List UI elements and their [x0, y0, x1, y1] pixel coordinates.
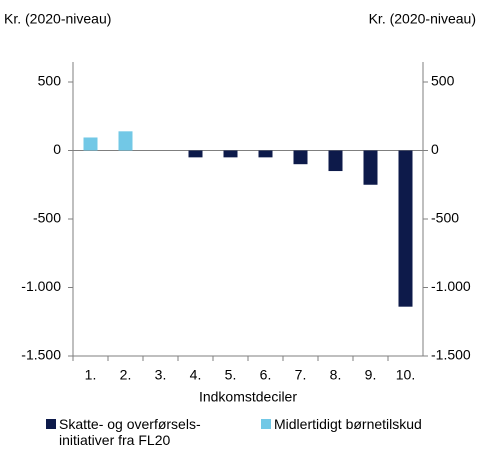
bar	[118, 131, 133, 151]
x-axis-label: Indkomstdeciler	[199, 389, 297, 405]
legend-item: Midlertidigt børnetilskud	[261, 416, 471, 448]
bar	[188, 150, 203, 158]
legend: Skatte- og overførsels- initiativer fra …	[46, 416, 476, 448]
x-tick-label: 6.	[260, 367, 272, 383]
legend-label: Skatte- og overførsels- initiativer fra …	[59, 416, 201, 448]
chart: Kr. (2020-niveau) Kr. (2020-niveau) Indk…	[4, 11, 476, 405]
y2-axis-label: Kr. (2020-niveau)	[369, 11, 476, 27]
bar	[293, 150, 308, 165]
legend-swatch	[46, 419, 56, 429]
bar	[363, 150, 378, 185]
bar	[398, 150, 413, 307]
y-tick-label: -1.000	[21, 278, 61, 294]
y-axis-label: Kr. (2020-niveau)	[4, 11, 111, 27]
x-tick-label: 8.	[330, 367, 342, 383]
x-tick-label: 2.	[120, 367, 132, 383]
y-tick-label: 500	[38, 73, 62, 89]
x-tick-label: 1.	[85, 367, 97, 383]
bar	[328, 150, 343, 172]
x-tick-label: 3.	[155, 367, 167, 383]
legend-item: Skatte- og overførsels- initiativer fra …	[46, 416, 261, 448]
legend-swatch	[261, 419, 271, 429]
y-tick-label: -500	[33, 210, 61, 226]
y2-tick-label: 0	[431, 141, 439, 157]
x-tick-label: 5.	[225, 367, 237, 383]
bar	[223, 150, 238, 158]
bar	[258, 150, 273, 158]
y2-tick-label: -500	[431, 210, 459, 226]
y2-tick-label: 500	[431, 73, 455, 89]
x-tick-label: 7.	[295, 367, 307, 383]
y2-tick-label: -1.000	[431, 278, 471, 294]
y-tick-label: -1.500	[21, 347, 61, 363]
y-tick-label: 0	[53, 141, 61, 157]
bar	[83, 137, 98, 151]
y2-tick-label: -1.500	[431, 347, 471, 363]
x-tick-label: 9.	[365, 367, 377, 383]
x-tick-label: 10.	[396, 367, 415, 383]
x-tick-label: 4.	[190, 367, 202, 383]
legend-label: Midlertidigt børnetilskud	[274, 416, 422, 432]
